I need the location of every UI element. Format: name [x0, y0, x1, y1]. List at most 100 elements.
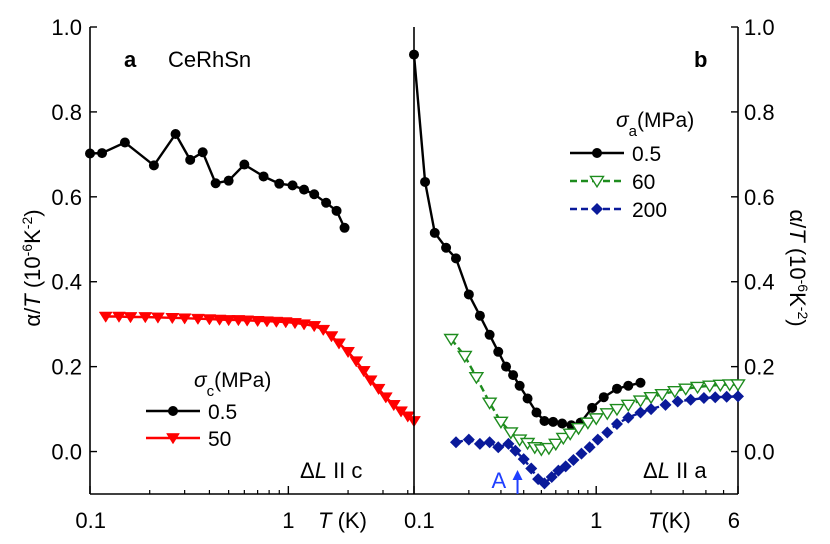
data-point	[622, 411, 635, 424]
data-point	[671, 395, 684, 408]
data-point	[645, 403, 658, 416]
data-point	[123, 312, 138, 324]
data-point	[185, 154, 196, 165]
data-point	[634, 406, 647, 419]
direction-label: ΔL II c	[300, 458, 362, 483]
data-point	[210, 178, 221, 189]
data-point	[623, 380, 634, 391]
data-point	[324, 331, 339, 343]
data-point	[697, 392, 710, 405]
data-point	[250, 315, 265, 328]
data-point	[231, 315, 246, 327]
data-point	[557, 418, 568, 429]
legend-entry: 200	[632, 199, 667, 222]
legend-entry: 50	[208, 428, 231, 451]
data-point	[309, 189, 320, 200]
data-point	[492, 441, 505, 454]
y-axis-title: α/T (10-6K-2)	[785, 209, 811, 326]
arrow-label: A	[492, 468, 507, 493]
data-point	[299, 184, 310, 195]
y-tick-label: 0.8	[744, 100, 775, 125]
direction-label: ΔL II a	[643, 458, 707, 483]
data-point	[463, 289, 474, 300]
data-point	[97, 148, 108, 159]
data-point	[525, 462, 538, 475]
legend-marker	[166, 433, 180, 445]
data-point	[474, 310, 485, 321]
data-point	[599, 408, 616, 421]
data-point	[462, 433, 475, 446]
data-point	[349, 356, 364, 368]
data-point	[258, 171, 269, 182]
panel-b: 0.0 0.2 0.4 0.6 0.8 1.0 0.1 1 6 b ΔL II a T(K) α/T (…	[404, 15, 811, 533]
data-point	[457, 350, 473, 364]
data-point	[503, 427, 519, 440]
data-point	[667, 386, 683, 399]
data-point	[591, 433, 604, 446]
y-tick-label: 0.2	[744, 355, 775, 380]
data-point	[119, 137, 130, 148]
data-point	[484, 329, 495, 340]
series-60	[443, 333, 746, 457]
data-point	[538, 477, 551, 490]
legend-entry: 60	[632, 171, 655, 194]
data-point	[509, 444, 522, 457]
x-tick-label: 6	[728, 508, 740, 533]
data-point	[659, 398, 672, 411]
legend-marker	[592, 148, 602, 158]
data-point	[539, 415, 550, 426]
data-point	[508, 370, 519, 381]
data-point	[548, 416, 559, 427]
data-point	[409, 49, 419, 60]
legend-marker	[168, 406, 178, 416]
data-point	[473, 437, 486, 450]
legend-entry: 0.5	[208, 401, 237, 424]
data-point	[730, 379, 746, 392]
legend-title: σa(MPa)	[616, 109, 694, 140]
data-point	[278, 317, 293, 329]
data-point	[212, 314, 227, 326]
data-point	[559, 460, 572, 473]
panel-a: 0.0 0.2 0.4 0.6 0.8 1.0 0.1 1 a CeRhSn ΔL II c T (K…	[19, 15, 421, 533]
data-point	[570, 422, 587, 436]
y-tick-label: 0.2	[51, 355, 82, 380]
data-point	[541, 442, 557, 456]
data-point	[598, 392, 609, 403]
data-point	[371, 383, 386, 396]
arrow-head	[512, 470, 523, 480]
legend-marker	[591, 203, 603, 215]
y-tick-label: 0.4	[51, 270, 82, 295]
y-tick-label: 0.4	[744, 270, 775, 295]
data-point	[588, 413, 604, 426]
x-axis-title: T (K)	[318, 508, 367, 533]
data-point	[170, 128, 181, 139]
data-point	[177, 313, 192, 325]
data-point	[732, 390, 744, 403]
legend-b: σa(MPa) 0.5 60 200	[570, 109, 694, 222]
data-point	[341, 346, 356, 359]
legend-marker	[589, 175, 605, 189]
legend-a: σc(MPa)0.5 50	[146, 369, 271, 451]
data-point	[259, 316, 274, 328]
data-point	[240, 315, 255, 327]
data-point	[190, 313, 205, 325]
data-point	[468, 372, 485, 385]
data-point	[562, 428, 578, 441]
data-point	[611, 383, 622, 394]
data-point	[450, 253, 461, 264]
panel-letter: b	[694, 47, 707, 72]
y-tick-label: 0.0	[51, 440, 82, 465]
data-point	[501, 361, 512, 372]
data-point	[493, 346, 504, 357]
data-point	[443, 333, 459, 347]
data-point	[356, 366, 371, 378]
data-point	[709, 391, 722, 404]
data-point	[331, 205, 342, 216]
data-point	[575, 447, 588, 460]
data-point	[339, 222, 350, 233]
data-point	[85, 148, 95, 159]
data-point	[441, 242, 452, 253]
data-point	[239, 159, 250, 170]
data-point	[702, 380, 718, 393]
